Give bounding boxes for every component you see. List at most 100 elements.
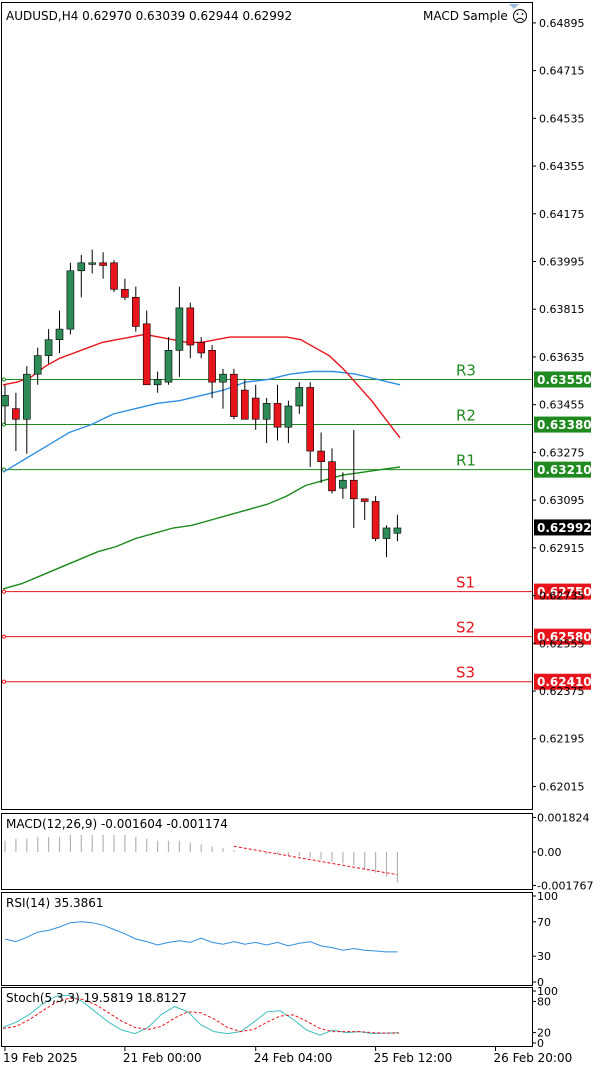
time-tick-label: 25 Feb 12:00 (374, 1051, 453, 1065)
stoch-main-line (2, 994, 400, 1036)
stoch-frame[interactable] (1, 987, 533, 1047)
price-tick-label: 0.64175 (539, 208, 585, 221)
level-badge-bg (534, 583, 591, 600)
stoch-tick-label: 0 (537, 1037, 544, 1050)
level-badge-bg (534, 461, 591, 478)
candle-body (251, 397, 260, 420)
candle-body (110, 262, 118, 290)
candle-body (12, 408, 20, 420)
candle-body (132, 296, 140, 327)
price-tick-label: 0.64535 (539, 112, 585, 125)
candle-body (349, 479, 358, 500)
rsi-line (4, 921, 398, 953)
candle-body (186, 307, 195, 346)
candle-body (142, 323, 151, 386)
candle-body (393, 527, 402, 534)
rsi-frame[interactable] (1, 892, 533, 986)
macd-tick-label: 0.00 (537, 846, 562, 859)
level-lines: R3 R2 R1 S1 S2 S3 (1, 361, 532, 684)
level-name-r2: R2 (456, 407, 476, 425)
rsi-tick-label: 70 (537, 916, 551, 929)
symbol-info: AUDUSD,H4 0.62970 0.63039 0.62944 0.6299… (6, 9, 292, 23)
candle-body (273, 403, 282, 428)
level-anchor (1, 679, 7, 684)
frown-icon (513, 9, 527, 23)
stoch-tick-label: 80 (537, 995, 551, 1008)
time-tick-label: 21 Feb 00:00 (123, 1051, 202, 1065)
candle-body (262, 403, 271, 420)
stoch-signal-line (2, 997, 399, 1034)
macd-tick-label: -0.001767 (537, 879, 593, 892)
level-name-s2: S2 (456, 619, 475, 637)
candle-body (175, 307, 184, 351)
price-tick-label: 0.63635 (539, 351, 585, 364)
rsi-label: RSI(14) 35.3861 (6, 896, 104, 910)
level-name-r1: R1 (456, 452, 476, 470)
candle-body (66, 270, 75, 330)
level-badge-bg (534, 416, 591, 433)
candle-body (230, 373, 238, 417)
price-tick-label: 0.62555 (539, 637, 585, 650)
candle-body (306, 387, 315, 452)
level-badge-r1: 0.63210 (537, 463, 592, 477)
level-badge-bg (534, 371, 591, 388)
rsi-panel: 100 70 30 0 (4, 890, 558, 989)
time-tick-label: 26 Feb 20:00 (494, 1051, 573, 1065)
candle-body (121, 289, 129, 298)
time-axis: 19 Feb 2025 21 Feb 00:00 24 Feb 04:00 25 Fe… (3, 1047, 572, 1065)
candle-body (317, 450, 325, 462)
level-name-s1: S1 (456, 574, 475, 592)
price-tick-label: 0.62375 (539, 685, 585, 698)
level-anchor (1, 589, 7, 594)
price-tick-label: 0.63815 (539, 303, 585, 316)
candle-body (77, 262, 86, 272)
level-name-r3: R3 (456, 361, 476, 379)
price-tick-label: 0.62195 (539, 733, 585, 746)
time-tick-label: 19 Feb 2025 (3, 1051, 78, 1065)
candle-body (328, 461, 336, 492)
price-tick-label: 0.62915 (539, 542, 585, 555)
current-price-badge-bg (534, 519, 591, 536)
level-name-s3: S3 (456, 664, 475, 682)
price-tick-label: 0.62015 (539, 780, 585, 793)
price-tick-label: 0.64355 (539, 160, 585, 173)
price-tick-label: 0.64715 (539, 65, 585, 78)
candle-body (33, 355, 42, 375)
level-badge-s1: 0.62750 (537, 585, 592, 599)
candle-body (371, 501, 380, 539)
price-axis: 0.64895 0.64715 0.64535 0.64355 0.64175 0.639… (532, 17, 585, 793)
expert-marker-icon (509, 4, 519, 9)
candle-body (153, 379, 162, 386)
level-anchor (1, 377, 7, 382)
price-tick-label: 0.63275 (539, 446, 585, 459)
macd-panel: 0.001824 0.00 -0.001767 (4, 811, 593, 892)
macd-label: MACD(12,26,9) -0.001604 -0.001174 (6, 817, 228, 831)
stoch-tick-label: 20 (537, 1027, 551, 1040)
price-tick-label: 0.62735 (539, 590, 585, 603)
candle-body (339, 479, 347, 489)
level-badge-r2: 0.63380 (537, 418, 592, 432)
level-badge-s3: 0.62410 (537, 675, 592, 689)
price-tick-label: 0.63455 (539, 399, 585, 412)
macd-signal-line (233, 845, 398, 876)
rsi-tick-label: 30 (537, 950, 551, 963)
candles (1, 249, 402, 558)
current-price-badge: 0.62992 (537, 521, 592, 535)
candle-body (295, 387, 304, 407)
candle-body (241, 389, 249, 420)
candle-body (360, 498, 369, 502)
indicator-name: MACD Sample (423, 9, 508, 23)
ma-mid-line (2, 370, 401, 473)
stoch-label: Stoch(5,3,3) 19.5819 18.8127 (6, 991, 187, 1005)
macd-frame[interactable] (1, 813, 533, 890)
price-tick-label: 0.63995 (539, 256, 585, 269)
candle-body (284, 405, 293, 428)
candle-body (55, 328, 64, 341)
rsi-tick-label: 100 (537, 890, 558, 903)
candle-body (197, 342, 205, 354)
time-tick-label: 24 Feb 04:00 (254, 1051, 333, 1065)
level-anchor (1, 634, 7, 639)
level-badge-bg (534, 628, 591, 645)
candle-body (99, 262, 107, 266)
